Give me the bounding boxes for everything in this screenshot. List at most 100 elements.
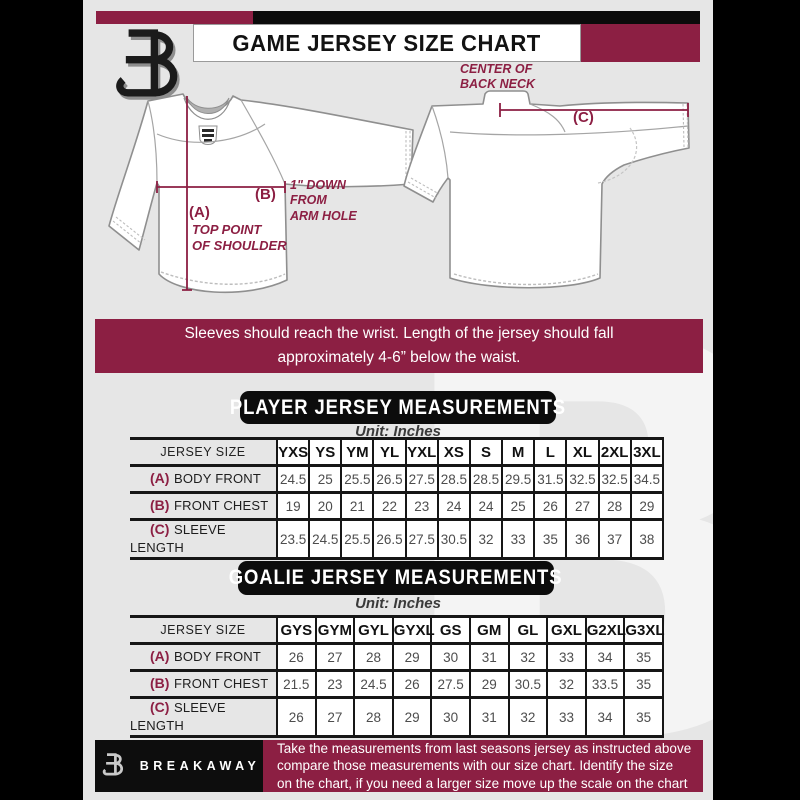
measurement-value-cell: 31.5 [533,464,568,494]
measurement-value-cell: 34.5 [629,464,665,494]
measurement-value-cell: 24 [436,491,471,521]
measurement-value-cell: 28 [353,642,394,672]
measurement-value-cell: 35 [533,518,568,560]
size-column-header: XS [436,437,471,467]
row-label: BODY FRONT [174,649,261,664]
page-title: GAME JERSEY SIZE CHART [232,29,542,56]
measurement-row: (C) SLEEVE LENGTH 26 27 28 29 30 31 32 33 34 35 [130,696,664,738]
size-column-header: GYM [314,615,356,645]
size-column-header: GM [468,615,510,645]
measurement-value-cell: 25 [308,464,343,494]
top-point-caption: TOP POINT OF SHOULDER [192,222,287,253]
measurement-value-cell: 32 [507,696,549,738]
size-column-header: YM [340,437,375,467]
measurement-value-cell: 36 [565,518,600,560]
measurement-row: (A) BODY FRONT 26 27 28 29 30 31 32 33 34 35 [130,642,664,672]
size-column-header: GL [507,615,549,645]
size-column-header: GYS [276,615,317,645]
measurement-value-cell: 27.5 [430,669,471,699]
arm-hole-caption: 1" DOWN FROM ARM HOLE [290,178,357,223]
measurement-value-cell: 23.5 [275,518,311,560]
size-column-header: GXL [546,615,587,645]
center-back-neck-caption: CENTER OF BACK NECK [460,62,535,92]
size-column-header: XL [565,437,600,467]
measurement-value-cell: 33 [501,518,536,560]
breakaway-b-logo-icon [116,29,180,100]
size-column-header: YS [308,437,343,467]
title-maroon-block [581,24,700,62]
jersey-size-header-cell: JERSEY SIZE [130,437,277,467]
measurement-value-cell: 26 [276,696,317,738]
measurement-value-cell: 31 [468,642,510,672]
size-column-header: 3XL [629,437,665,467]
measurement-value-cell: 34 [584,642,626,672]
measurement-value-cell: 32 [507,642,549,672]
row-label: BODY FRONT [174,471,261,486]
measurement-value-cell: 35 [623,642,664,672]
measurement-value-cell: 22 [372,491,407,521]
row-label: SLEEVE LENGTH [130,522,226,555]
row-marker: (B) [150,497,170,513]
measurement-row: (B) FRONT CHEST 19 20 21 22 23 24 24 25 26 27 28 29 [130,491,665,521]
measurement-value-cell: 29 [629,491,665,521]
measurement-value-cell: 29 [391,642,433,672]
page-title-box: GAME JERSEY SIZE CHART [193,24,581,62]
measurement-value-cell: 30.5 [436,518,471,560]
measurement-value-cell: 24.5 [353,669,394,699]
marker-c-label: (C) [573,109,594,126]
size-column-header: YL [372,437,407,467]
measurement-value-cell: 26 [533,491,568,521]
player-table: JERSEY SIZE YXS YS YM YL YXL XS S M L XL 2XL 3XL (A) B… [130,437,665,560]
marker-a-label: (A) [189,204,210,221]
measurement-value-cell: 29 [391,696,433,738]
row-marker: (C) [150,699,170,715]
measurement-value-cell: 28 [353,696,394,738]
row-marker: (C) [150,521,170,537]
goalie-measurements-table: JERSEY SIZE GYS GYM GYL GYXL GS GM GL GXL G2XL G3X… [130,615,665,738]
footer-brand-box: BREAKAWAY [95,740,263,792]
player-section-title-pill: PLAYER JERSEY MEASUREMENTS [230,391,565,424]
measurement-value-cell: 35 [623,696,664,738]
player-unit-label: Unit: Inches [355,423,441,440]
measurement-value-cell: 24.5 [308,518,343,560]
measurement-value-cell: 26 [391,669,433,699]
measurement-value-cell: 32 [468,518,504,560]
size-column-header: L [533,437,568,467]
measurement-value-cell: 35 [623,669,664,699]
top-bar-black [253,11,700,24]
measurement-value-cell: 26.5 [372,464,407,494]
measurement-value-cell: 21 [340,491,375,521]
footer-brand-name: BREAKAWAY [139,759,261,773]
measurement-value-cell: 27.5 [404,518,439,560]
measurement-value-cell: 25.5 [340,464,375,494]
size-column-header: GYL [353,615,394,645]
measurement-row: (B) FRONT CHEST 21.5 23 24.5 26 27.5 29 30.5 32 33… [130,669,664,699]
measurement-value-cell: 28 [597,491,632,521]
measurement-value-cell: 26 [276,642,317,672]
size-column-header: GYXL [391,615,435,645]
measurement-row: (C) SLEEVE LENGTH 23.5 24.5 25.5 26.5 27.5 30.5… [130,518,665,560]
goalie-section-title: GOALIE JERSEY MEASUREMENTS [229,566,563,589]
row-label: FRONT CHEST [174,676,269,691]
row-label: SLEEVE LENGTH [130,700,226,733]
player-measurements-table: JERSEY SIZE YXS YS YM YL YXL XS S M L XL 2XL 3XL (A) B… [130,437,665,560]
fit-note-text: Sleeves should reach the wrist. Length o… [184,324,614,366]
measurement-value-cell: 24 [468,491,504,521]
measurement-value-cell: 23 [314,669,356,699]
measurement-value-cell: 27.5 [404,464,439,494]
marker-b-label: (B) [255,186,276,203]
measurement-value-cell: 25 [501,491,536,521]
measurement-value-cell: 34 [584,696,626,738]
row-label-cell: (A) BODY FRONT [130,642,277,672]
measurement-value-cell: 27 [565,491,600,521]
size-column-header: G3XL [623,615,665,645]
measurement-value-cell: 30.5 [507,669,549,699]
measurement-value-cell: 30 [430,696,471,738]
footer-note-box: Take the measurements from last seasons … [263,740,703,792]
size-column-header: S [468,437,504,467]
measurement-value-cell: 23 [404,491,439,521]
row-label: FRONT CHEST [174,498,269,513]
fit-note-banner: Sleeves should reach the wrist. Length o… [95,319,703,373]
measurement-value-cell: 31 [468,696,510,738]
measurement-value-cell: 19 [275,491,311,521]
